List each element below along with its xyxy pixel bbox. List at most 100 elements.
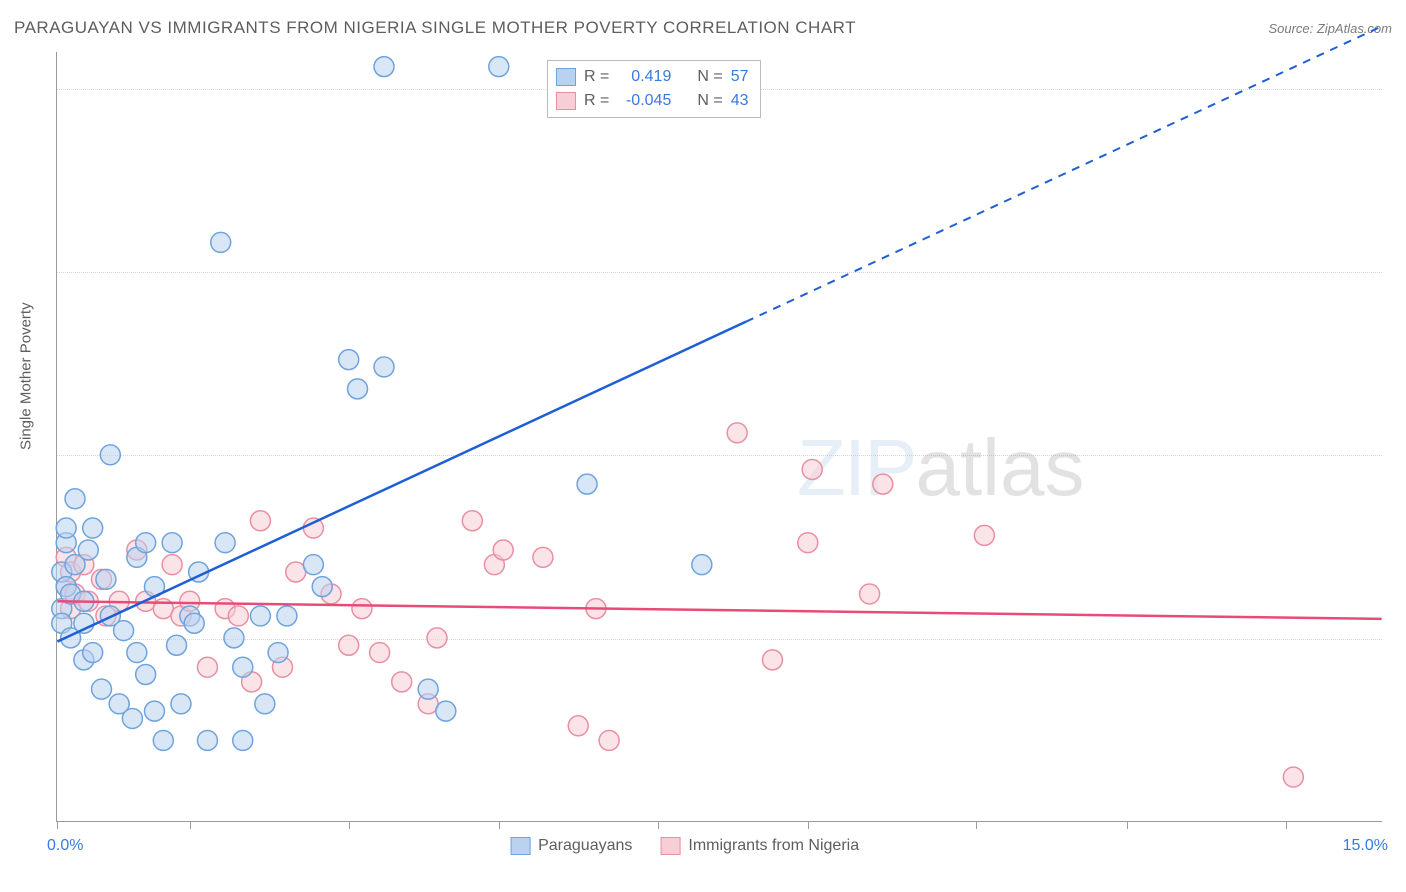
x-tick bbox=[1127, 821, 1128, 829]
n-value-2: 43 bbox=[731, 89, 749, 113]
data-point-paraguayans bbox=[268, 643, 288, 663]
data-point-nigeria bbox=[798, 533, 818, 553]
data-point-paraguayans bbox=[83, 518, 103, 538]
swatch-nigeria-bottom bbox=[660, 837, 680, 855]
r-label-2: R = bbox=[584, 89, 609, 113]
data-point-paraguayans bbox=[577, 474, 597, 494]
r-label: R = bbox=[584, 65, 609, 89]
data-point-nigeria bbox=[228, 606, 248, 626]
data-point-nigeria bbox=[568, 716, 588, 736]
source-prefix: Source: bbox=[1268, 21, 1316, 36]
data-point-nigeria bbox=[427, 628, 447, 648]
data-point-paraguayans bbox=[233, 730, 253, 750]
data-point-paraguayans bbox=[171, 694, 191, 714]
x-axis-min-label: 0.0% bbox=[47, 837, 83, 855]
y-axis-label: Single Mother Poverty bbox=[18, 302, 35, 450]
x-tick bbox=[190, 821, 191, 829]
data-point-paraguayans bbox=[96, 569, 116, 589]
data-point-paraguayans bbox=[100, 445, 120, 465]
data-point-paraguayans bbox=[489, 57, 509, 77]
chart-title: PARAGUAYAN VS IMMIGRANTS FROM NIGERIA SI… bbox=[14, 18, 856, 38]
data-point-paraguayans bbox=[56, 518, 76, 538]
data-point-nigeria bbox=[462, 511, 482, 531]
source-name: ZipAtlas.com bbox=[1317, 21, 1392, 36]
data-point-paraguayans bbox=[127, 643, 147, 663]
x-tick bbox=[349, 821, 350, 829]
legend-label-paraguayans: Paraguayans bbox=[538, 837, 632, 855]
data-point-paraguayans bbox=[136, 533, 156, 553]
data-point-paraguayans bbox=[374, 57, 394, 77]
data-point-paraguayans bbox=[65, 489, 85, 509]
data-point-nigeria bbox=[370, 643, 390, 663]
data-point-paraguayans bbox=[153, 730, 173, 750]
data-point-paraguayans bbox=[184, 613, 204, 633]
data-point-nigeria bbox=[762, 650, 782, 670]
data-point-paraguayans bbox=[92, 679, 112, 699]
data-point-nigeria bbox=[303, 518, 323, 538]
data-point-paraguayans bbox=[122, 708, 142, 728]
data-point-paraguayans bbox=[78, 540, 98, 560]
x-tick bbox=[808, 821, 809, 829]
series-legend: Paraguayans Immigrants from Nigeria bbox=[510, 837, 859, 855]
data-point-paraguayans bbox=[83, 643, 103, 663]
data-point-nigeria bbox=[250, 511, 270, 531]
data-point-nigeria bbox=[974, 525, 994, 545]
trend-line-paraguayans bbox=[57, 322, 746, 642]
data-point-nigeria bbox=[1283, 767, 1303, 787]
data-point-paraguayans bbox=[692, 555, 712, 575]
data-point-nigeria bbox=[727, 423, 747, 443]
swatch-paraguayans bbox=[556, 68, 576, 86]
x-tick bbox=[658, 821, 659, 829]
data-point-nigeria bbox=[599, 730, 619, 750]
n-label-2: N = bbox=[697, 89, 722, 113]
legend-row-2: R = -0.045 N = 43 bbox=[556, 89, 748, 113]
data-point-nigeria bbox=[860, 584, 880, 604]
data-point-paraguayans bbox=[215, 533, 235, 553]
n-value-1: 57 bbox=[731, 65, 749, 89]
data-point-nigeria bbox=[802, 459, 822, 479]
r-value-2: -0.045 bbox=[617, 89, 671, 113]
data-point-nigeria bbox=[339, 635, 359, 655]
legend-label-nigeria: Immigrants from Nigeria bbox=[688, 837, 859, 855]
swatch-paraguayans-bottom bbox=[510, 837, 530, 855]
data-point-nigeria bbox=[873, 474, 893, 494]
chart-svg bbox=[57, 52, 1382, 821]
data-point-paraguayans bbox=[418, 679, 438, 699]
data-point-nigeria bbox=[197, 657, 217, 677]
data-point-nigeria bbox=[392, 672, 412, 692]
data-point-nigeria bbox=[493, 540, 513, 560]
data-point-paraguayans bbox=[167, 635, 187, 655]
legend-item-nigeria: Immigrants from Nigeria bbox=[660, 837, 859, 855]
trend-line-paraguayans-extrapolated bbox=[746, 26, 1382, 321]
data-point-nigeria bbox=[352, 599, 372, 619]
data-point-paraguayans bbox=[374, 357, 394, 377]
data-point-paraguayans bbox=[312, 577, 332, 597]
data-point-nigeria bbox=[533, 547, 553, 567]
data-point-paraguayans bbox=[144, 701, 164, 721]
x-tick bbox=[1286, 821, 1287, 829]
data-point-paraguayans bbox=[211, 232, 231, 252]
legend-row-1: R = 0.419 N = 57 bbox=[556, 65, 748, 89]
data-point-paraguayans bbox=[162, 533, 182, 553]
swatch-nigeria bbox=[556, 92, 576, 110]
data-point-paraguayans bbox=[224, 628, 244, 648]
correlation-legend: R = 0.419 N = 57 R = -0.045 N = 43 bbox=[547, 60, 761, 118]
data-point-paraguayans bbox=[250, 606, 270, 626]
x-axis-max-label: 15.0% bbox=[1343, 837, 1388, 855]
plot-area: ZIPatlas R = 0.419 N = 57 R = -0.045 N =… bbox=[56, 52, 1382, 822]
chart-header: PARAGUAYAN VS IMMIGRANTS FROM NIGERIA SI… bbox=[14, 18, 1392, 38]
r-value-1: 0.419 bbox=[617, 65, 671, 89]
x-tick bbox=[57, 821, 58, 829]
x-tick bbox=[499, 821, 500, 829]
data-point-paraguayans bbox=[303, 555, 323, 575]
data-point-paraguayans bbox=[436, 701, 456, 721]
data-point-paraguayans bbox=[233, 657, 253, 677]
data-point-paraguayans bbox=[255, 694, 275, 714]
data-point-paraguayans bbox=[114, 621, 134, 641]
n-label: N = bbox=[697, 65, 722, 89]
x-tick bbox=[976, 821, 977, 829]
data-point-paraguayans bbox=[339, 350, 359, 370]
data-point-nigeria bbox=[162, 555, 182, 575]
source-attribution: Source: ZipAtlas.com bbox=[1268, 21, 1392, 36]
data-point-paraguayans bbox=[277, 606, 297, 626]
